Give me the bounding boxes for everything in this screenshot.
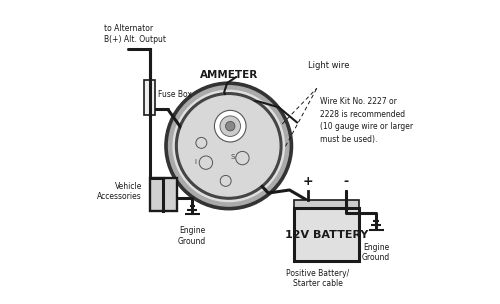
Text: Vehicle
Accessories: Vehicle Accessories xyxy=(98,182,142,201)
Circle shape xyxy=(176,93,282,199)
Text: Positive Battery/
Starter cable: Positive Battery/ Starter cable xyxy=(286,269,350,288)
Circle shape xyxy=(236,151,249,165)
Text: I: I xyxy=(194,159,196,165)
Circle shape xyxy=(214,110,246,142)
Circle shape xyxy=(178,96,279,196)
Circle shape xyxy=(226,121,235,131)
Text: 12V BATTERY: 12V BATTERY xyxy=(285,230,368,240)
Text: to Alternator
B(+) Alt. Output: to Alternator B(+) Alt. Output xyxy=(104,24,166,44)
Text: Engine
Ground: Engine Ground xyxy=(178,226,206,246)
Text: -: - xyxy=(343,175,348,188)
Circle shape xyxy=(199,156,212,169)
Circle shape xyxy=(220,116,240,136)
Text: Fuse Box: Fuse Box xyxy=(158,90,192,99)
Text: Light wire: Light wire xyxy=(308,61,350,70)
Text: Wire Kit No. 2227 or
2228 is recommended
(10 gauge wire or larger
must be used).: Wire Kit No. 2227 or 2228 is recommended… xyxy=(320,97,413,144)
Circle shape xyxy=(165,82,292,210)
Bar xyxy=(144,80,156,115)
Text: +: + xyxy=(302,175,313,188)
Bar xyxy=(294,200,360,208)
Circle shape xyxy=(196,137,207,148)
Circle shape xyxy=(173,90,284,202)
Circle shape xyxy=(168,86,289,206)
Bar xyxy=(150,178,177,211)
Bar xyxy=(294,208,360,261)
Text: Engine
Ground: Engine Ground xyxy=(362,243,390,262)
Text: S: S xyxy=(230,154,235,161)
Text: AMMETER: AMMETER xyxy=(200,70,258,80)
Circle shape xyxy=(220,175,231,186)
